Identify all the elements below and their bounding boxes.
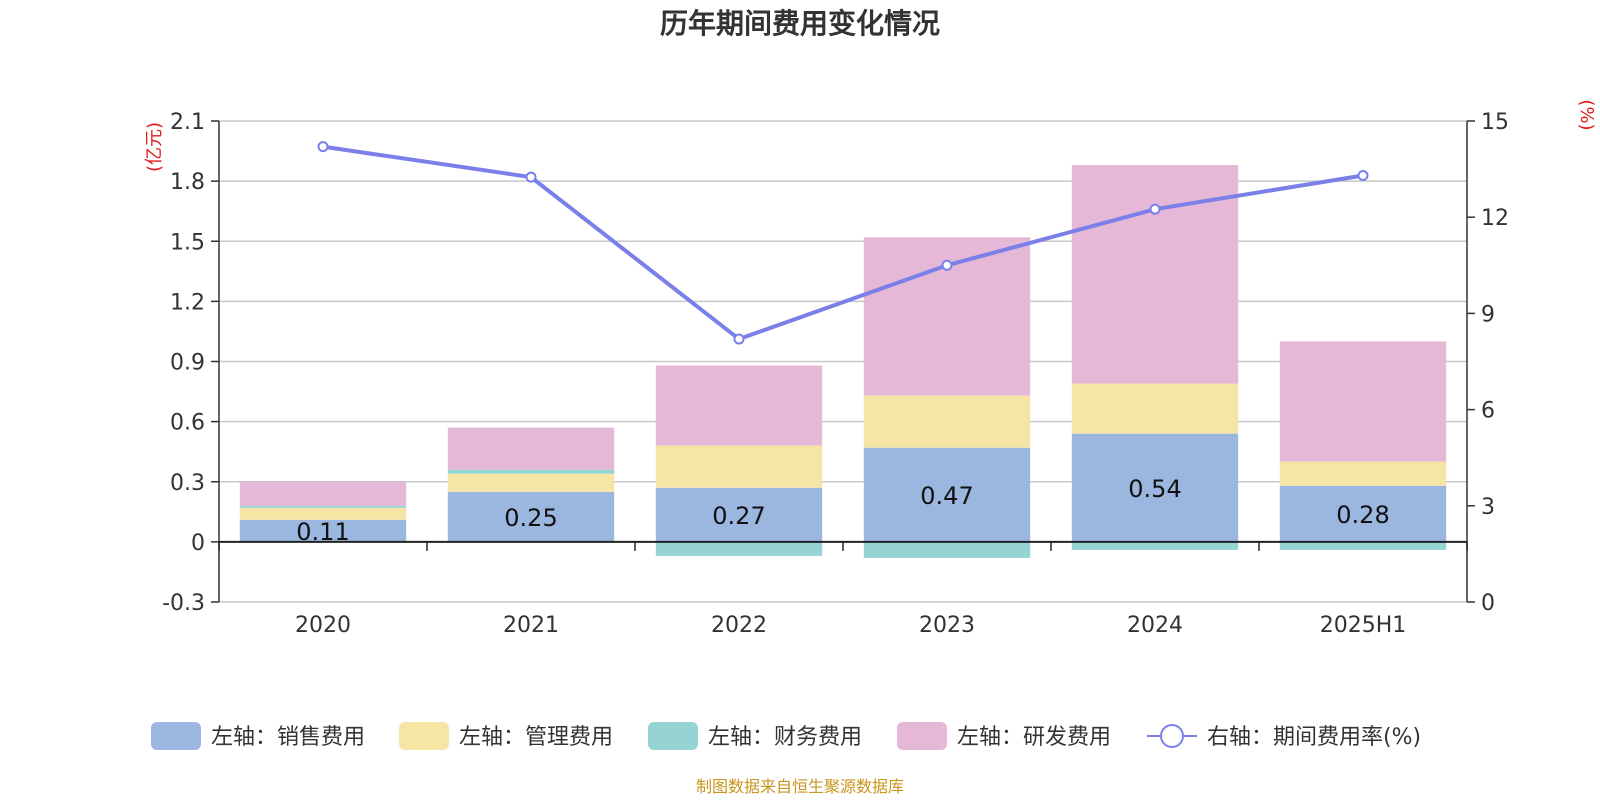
bar-segment [1279,341,1447,462]
bar-segment [655,541,823,556]
legend-swatch [648,722,698,750]
rate-point [525,171,537,183]
chart-title: 历年期间费用变化情况 [660,7,940,40]
rate-point [1357,170,1369,182]
bar-segment [447,469,615,474]
bar-value-label: 0.11 [296,518,349,546]
bar-segment [655,365,823,446]
left-axis-tick-label: 0.6 [170,411,205,436]
left-axis-tick-label: 0 [191,531,205,556]
bar-value-label: 0.47 [920,482,973,510]
bar-segment [447,473,615,492]
bar-value-label: 0.27 [712,502,765,530]
bar-value-label: 0.54 [1128,475,1181,503]
rate-line [322,144,1364,342]
bar-segment [239,505,407,508]
bar-segment [447,427,615,470]
legend-swatch [897,722,947,750]
bar-segment [863,395,1031,448]
legend-swatch [151,722,201,750]
bar-segment [239,507,407,520]
bar-segment [1279,485,1447,542]
left-axis-tick-label: 1.5 [170,230,205,255]
bar-segment [1071,433,1239,542]
bars-group [239,165,1447,558]
axes: -0.3 0 0.3 0.6 0.9 1.2 1.5 1.8 2.1 0 3 6 9 12 15 2020 20… [162,110,1509,638]
rate-line-group [317,141,1369,345]
rate-point [317,141,329,153]
left-axis-tick-label: 0.3 [170,471,205,496]
bar-labels: 0.11 0.25 0.27 0.47 0.54 0.28 [296,475,1389,546]
bar-segment [655,487,823,542]
left-axis-tick-label: 1.2 [170,290,205,315]
legend-label: 右轴：期间费用率(%) [1207,725,1421,750]
right-axis-tick-label: 12 [1481,206,1509,231]
bar-segment [863,541,1031,558]
legend-label: 左轴：销售费用 [211,725,365,750]
bar-segment [239,481,407,506]
bar-value-label: 0.28 [1336,501,1389,529]
legend-swatch [399,722,449,750]
left-axis-tick-label: 2.1 [170,110,205,135]
bar-segment [239,519,407,542]
right-axis-tick-label: 6 [1481,399,1495,424]
bar-segment [863,447,1031,542]
left-axis-unit: (亿元) [144,122,165,172]
bar-segment [1071,541,1239,550]
legend: 左轴：销售费用 左轴：管理费用 左轴：财务费用 左轴：研发费用 右轴：期间费用率(%) [151,722,1421,750]
legend-marker-icon [1160,724,1184,748]
rate-point [733,333,745,345]
legend-label: 左轴：财务费用 [708,725,862,750]
bar-segment [1279,461,1447,486]
legend-label: 左轴：研发费用 [957,725,1111,750]
left-axis-tick-label: -0.3 [162,591,205,616]
bar-segment [1279,541,1447,550]
bar-segment [1071,383,1239,434]
x-axis-tick-label: 2020 [295,613,351,638]
right-axis-unit: (%) [1576,99,1597,130]
x-axis-tick-label: 2021 [503,613,559,638]
legend-label: 左轴：管理费用 [459,725,613,750]
bar-segment [447,491,615,542]
left-axis-tick-label: 1.8 [170,170,205,195]
right-axis-tick-label: 0 [1481,591,1495,616]
left-axis-tick-label: 0.9 [170,351,205,376]
right-axis-tick-label: 3 [1481,495,1495,520]
right-axis-tick-label: 15 [1481,110,1509,135]
bar-value-label: 0.25 [504,504,557,532]
source-note: 制图数据来自恒生聚源数据库 [696,777,904,796]
x-axis-tick-label: 2023 [919,613,975,638]
x-axis-tick-label: 2025H1 [1320,613,1407,638]
rate-point [1149,203,1161,215]
rate-point [941,259,953,271]
x-axis-tick-label: 2022 [711,613,767,638]
right-axis-tick-label: 9 [1481,302,1495,327]
x-axis-tick-label: 2024 [1127,613,1183,638]
bar-segment [655,445,823,488]
